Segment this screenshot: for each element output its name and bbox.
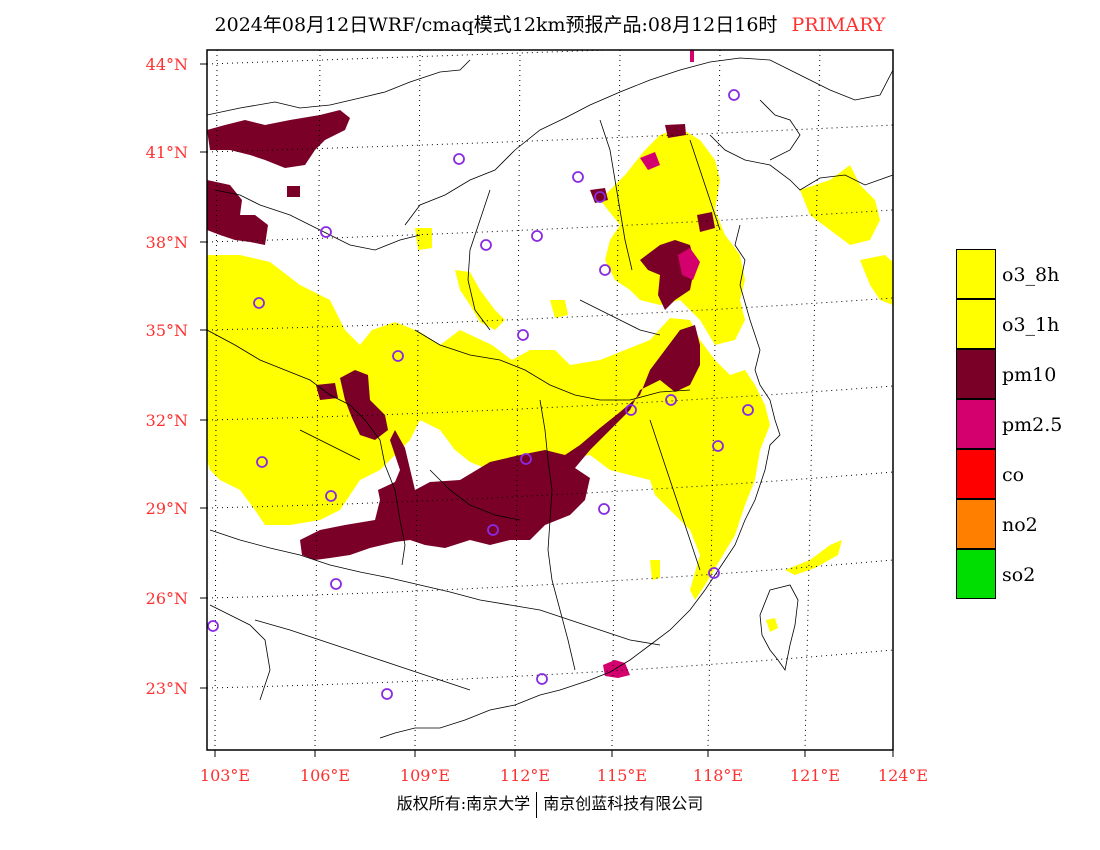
station-marker	[728, 89, 740, 101]
copyright-left: 版权所有:南京大学	[396, 794, 531, 813]
legend-item-no2: no2	[956, 499, 1096, 549]
legend-item-pm10: pm10	[956, 349, 1096, 399]
legend-label: co	[1002, 464, 1025, 486]
station-marker	[487, 524, 499, 536]
lon-label: 103°E	[199, 766, 251, 785]
station-marker	[742, 404, 754, 416]
legend-swatch	[956, 249, 996, 299]
lat-label: 44°N	[145, 55, 188, 74]
station-marker	[256, 456, 268, 468]
legend-label: no2	[1002, 514, 1038, 536]
legend-item-so2: so2	[956, 549, 1096, 599]
lon-label: 118°E	[692, 766, 744, 785]
legend-swatch	[956, 499, 996, 549]
station-markers	[207, 89, 754, 700]
station-marker	[598, 503, 610, 515]
station-marker	[520, 453, 532, 465]
station-marker	[665, 394, 677, 406]
station-marker	[381, 688, 393, 700]
lon-label: 115°E	[596, 766, 648, 785]
lat-label: 23°N	[145, 679, 188, 698]
station-marker	[253, 297, 265, 309]
station-marker	[536, 673, 548, 685]
legend-item-co: co	[956, 449, 1096, 499]
legend-label: pm2.5	[1002, 414, 1063, 436]
boundaries	[207, 57, 893, 739]
station-marker	[599, 264, 611, 276]
lat-label: 35°N	[145, 321, 188, 340]
lon-label: 109°E	[399, 766, 451, 785]
legend: o3_8h o3_1h pm10 pm2.5 co no2 so2	[956, 249, 1096, 599]
station-marker	[325, 490, 337, 502]
station-marker	[594, 191, 606, 203]
station-marker	[207, 620, 219, 632]
station-marker	[392, 350, 404, 362]
station-marker	[625, 404, 637, 416]
lat-label: 26°N	[145, 589, 188, 608]
legend-swatch	[956, 299, 996, 349]
legend-item-o3-8h: o3_8h	[956, 249, 1096, 299]
title-text: 2024年08月12日WRF/cmaq模式12km预报产品:08月12日16时	[214, 14, 778, 36]
legend-swatch	[956, 349, 996, 399]
lon-label: 112°E	[499, 766, 551, 785]
lon-label: 124°E	[877, 766, 929, 785]
station-marker	[708, 567, 720, 579]
lat-ticks	[200, 63, 207, 689]
primary-tag: PRIMARY	[791, 14, 886, 36]
station-marker	[330, 578, 342, 590]
legend-label: so2	[1002, 564, 1036, 586]
copyright-right: 南京创蓝科技有限公司	[543, 794, 704, 813]
legend-label: o3_1h	[1002, 314, 1060, 336]
copyright-footer: 版权所有:南京大学 南京创蓝科技有限公司	[0, 790, 1100, 818]
legend-swatch	[956, 549, 996, 599]
legend-item-pm25: pm2.5	[956, 399, 1096, 449]
lat-label: 38°N	[145, 233, 188, 252]
station-marker	[480, 239, 492, 251]
station-marker	[320, 226, 332, 238]
o3-regions	[207, 128, 893, 632]
station-marker	[531, 230, 543, 242]
station-marker	[453, 153, 465, 165]
station-marker	[572, 171, 584, 183]
legend-label: o3_8h	[1002, 264, 1060, 286]
legend-item-o3-1h: o3_1h	[956, 299, 1096, 349]
lat-label: 29°N	[145, 499, 188, 518]
lon-label: 121°E	[789, 766, 841, 785]
footer-separator	[536, 791, 538, 818]
lon-ticks	[214, 750, 894, 757]
station-marker	[712, 440, 724, 452]
station-marker	[517, 329, 529, 341]
map-title: 2024年08月12日WRF/cmaq模式12km预报产品:08月12日16时 P…	[0, 10, 1100, 37]
legend-label: pm10	[1002, 364, 1057, 386]
legend-swatch	[956, 399, 996, 449]
lat-label: 41°N	[145, 143, 188, 162]
lon-label: 106°E	[299, 766, 351, 785]
lat-label: 32°N	[145, 411, 188, 430]
legend-swatch	[956, 449, 996, 499]
map-frame	[206, 49, 894, 751]
